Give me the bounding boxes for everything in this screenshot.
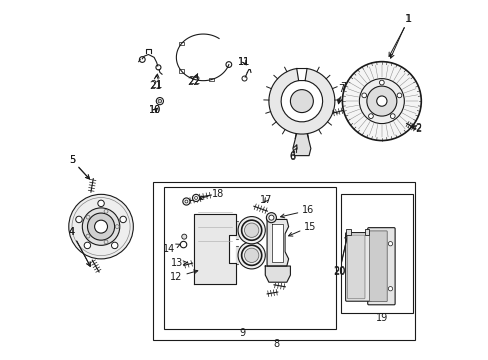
Text: 18: 18 — [198, 189, 224, 200]
Text: 5: 5 — [69, 155, 89, 179]
Circle shape — [342, 62, 421, 140]
Text: 8: 8 — [273, 339, 279, 349]
Circle shape — [238, 242, 265, 269]
Circle shape — [266, 213, 276, 223]
Circle shape — [69, 194, 133, 259]
Text: 10: 10 — [149, 105, 162, 115]
Circle shape — [290, 90, 313, 113]
Circle shape — [120, 216, 126, 223]
Polygon shape — [272, 224, 282, 262]
FancyBboxPatch shape — [346, 235, 364, 299]
Circle shape — [194, 197, 197, 199]
Bar — [346, 229, 350, 235]
Circle shape — [376, 96, 386, 106]
Bar — [178, 42, 184, 45]
FancyBboxPatch shape — [367, 228, 394, 305]
Bar — [153, 182, 414, 339]
Circle shape — [366, 86, 396, 116]
Text: 4: 4 — [69, 227, 90, 266]
Bar — [163, 187, 335, 329]
Circle shape — [368, 114, 372, 118]
Circle shape — [98, 200, 104, 207]
Circle shape — [244, 248, 258, 262]
Circle shape — [111, 242, 118, 249]
Polygon shape — [266, 220, 288, 266]
Circle shape — [361, 93, 366, 98]
Circle shape — [87, 213, 114, 240]
Circle shape — [180, 241, 186, 248]
Text: 7: 7 — [337, 84, 344, 104]
Circle shape — [268, 215, 273, 220]
Bar — [364, 229, 368, 235]
Text: 12: 12 — [170, 270, 197, 282]
Text: 16: 16 — [280, 206, 313, 218]
Circle shape — [396, 93, 401, 98]
Text: 11: 11 — [238, 57, 250, 67]
Polygon shape — [292, 134, 310, 156]
Text: 20: 20 — [332, 235, 348, 276]
Polygon shape — [235, 246, 238, 264]
Polygon shape — [235, 221, 238, 239]
Text: 13: 13 — [171, 258, 187, 268]
Text: 21: 21 — [149, 75, 162, 91]
Circle shape — [84, 242, 90, 249]
Circle shape — [242, 76, 246, 81]
Circle shape — [156, 65, 161, 70]
Text: 3: 3 — [0, 359, 1, 360]
Circle shape — [379, 80, 384, 85]
Circle shape — [139, 57, 145, 62]
Circle shape — [359, 78, 404, 123]
Circle shape — [225, 62, 231, 67]
Text: 2: 2 — [410, 124, 420, 134]
Text: 7: 7 — [338, 82, 346, 103]
Bar — [341, 194, 412, 313]
Text: 4: 4 — [69, 227, 90, 266]
Circle shape — [94, 220, 107, 233]
Circle shape — [387, 242, 392, 246]
Text: 20: 20 — [332, 235, 348, 277]
Circle shape — [389, 114, 394, 118]
Text: 10: 10 — [149, 105, 162, 115]
Circle shape — [183, 198, 190, 205]
Text: 2: 2 — [411, 123, 420, 133]
Polygon shape — [268, 68, 334, 134]
Text: 11: 11 — [238, 57, 250, 67]
Circle shape — [244, 223, 258, 237]
Text: 5: 5 — [69, 154, 89, 179]
FancyBboxPatch shape — [369, 231, 386, 302]
Bar — [178, 69, 184, 73]
Circle shape — [158, 99, 162, 103]
Text: 1: 1 — [389, 14, 410, 58]
Text: 22: 22 — [187, 74, 199, 87]
Text: 17: 17 — [260, 195, 272, 205]
Polygon shape — [194, 214, 235, 284]
Text: 6: 6 — [289, 148, 296, 162]
Text: 22: 22 — [187, 73, 200, 86]
Circle shape — [156, 98, 163, 105]
Circle shape — [182, 234, 186, 239]
Circle shape — [184, 200, 187, 203]
Text: 19: 19 — [375, 313, 387, 323]
Text: 3: 3 — [0, 359, 1, 360]
Polygon shape — [265, 266, 290, 282]
Circle shape — [238, 217, 265, 244]
Circle shape — [192, 194, 199, 202]
Text: 9: 9 — [239, 328, 245, 338]
Circle shape — [387, 287, 392, 291]
Circle shape — [76, 216, 82, 223]
Text: 1: 1 — [388, 14, 411, 57]
Text: 14: 14 — [163, 244, 180, 254]
Text: 15: 15 — [288, 222, 316, 236]
Bar — [208, 78, 214, 81]
FancyBboxPatch shape — [345, 233, 371, 301]
Text: 21: 21 — [150, 74, 163, 90]
Circle shape — [82, 208, 120, 245]
Text: 6: 6 — [289, 145, 297, 161]
